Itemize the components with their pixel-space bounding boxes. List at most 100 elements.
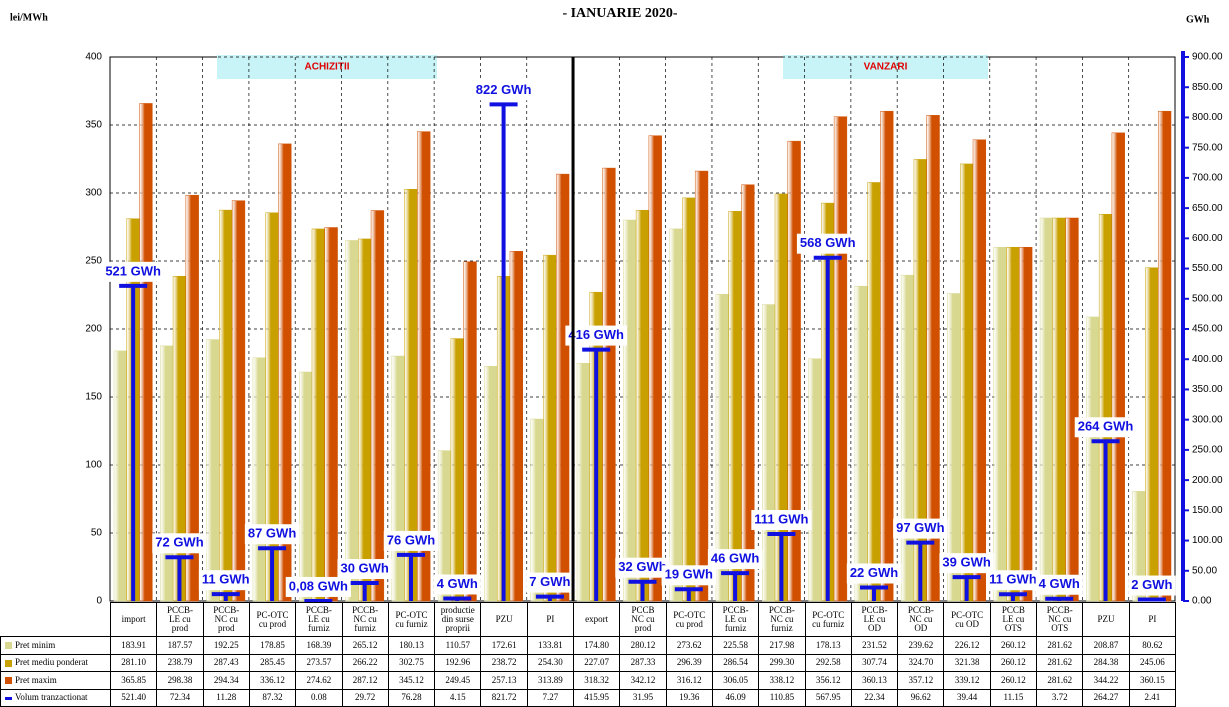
x-tick-label: PCCB LE cu OTS (989, 602, 1038, 637)
table-value: 249.45 (434, 671, 482, 690)
volume-label-bg (433, 574, 481, 595)
table-value: 260.12 (989, 671, 1038, 690)
bar (298, 371, 313, 602)
bar (370, 210, 385, 602)
table-value: 183.91 (110, 636, 158, 655)
table-value: 168.39 (295, 636, 343, 655)
table-value: 321.38 (943, 653, 991, 672)
bar (867, 182, 881, 602)
annotation-box (783, 55, 988, 79)
table-value: 4.15 (434, 688, 482, 707)
bar (450, 338, 464, 602)
bar (602, 167, 616, 602)
legend-entry: Pret mediu ponderat (0, 653, 111, 672)
bar (1039, 217, 1054, 602)
table-value: 257.13 (480, 671, 528, 690)
volume-label-bg (1128, 575, 1176, 596)
volume-marker (952, 575, 981, 601)
bar (1019, 246, 1033, 602)
y2-tick-label: 850.00 (1192, 82, 1223, 93)
volume-marker (350, 581, 379, 601)
volume-marker (1137, 597, 1166, 602)
volume-label: 521 GWh (105, 263, 161, 278)
volume-label: 11 GWh (989, 572, 1037, 587)
bar (509, 251, 523, 602)
volume-label-bg (383, 530, 439, 551)
volume-marker (119, 283, 148, 601)
volume-label: 32 GWh (618, 559, 666, 574)
volume-label: 72 GWh (155, 535, 203, 550)
y-tick-label: 200 (85, 324, 102, 335)
bar (1111, 132, 1125, 602)
volume-marker (582, 347, 611, 601)
volume-label-bg (1074, 417, 1137, 438)
table-value: 226.12 (943, 636, 991, 655)
table-value: 286.54 (711, 653, 760, 672)
table-value: 80.62 (1128, 636, 1176, 655)
x-tick-label: PCCB- LE cu OD (850, 602, 899, 637)
table-value: 245.06 (1128, 653, 1176, 672)
volume-marker (813, 255, 842, 601)
bar (160, 345, 174, 602)
table-value: 260.12 (989, 636, 1038, 655)
table-value: 172.61 (480, 636, 528, 655)
y-tick-label: 150 (85, 392, 102, 403)
volume-label-bg (244, 524, 300, 545)
bar (741, 184, 755, 602)
volume-label-bg (661, 565, 717, 586)
bar (808, 358, 822, 602)
table-value: 29.72 (341, 688, 389, 707)
x-tick-label: PI (1128, 602, 1176, 637)
table-value: 316.12 (665, 671, 713, 690)
y-axis-label: lei/MWh (10, 12, 48, 23)
table-value: 287.33 (619, 653, 667, 672)
chart-title: - IANUARIE 2020- (562, 6, 677, 21)
volume-label-bg (102, 261, 164, 282)
volume-marker (443, 596, 472, 601)
volume-label: 416 GWh (568, 327, 624, 342)
volume-label: 4 GWh (1039, 576, 1080, 591)
table-value: 110.85 (758, 688, 806, 707)
table-value: 357.12 (897, 671, 945, 690)
table-value: 281.62 (1036, 636, 1084, 655)
table-value: 22.34 (850, 688, 899, 707)
bar (139, 103, 153, 602)
bar (854, 285, 868, 602)
table-value: 281.10 (110, 653, 158, 672)
bar (959, 163, 974, 602)
volume-label-bg (846, 563, 902, 584)
table-value: 365.85 (110, 671, 158, 690)
y2-tick-label: 500.00 (1192, 293, 1223, 304)
bar (1086, 316, 1100, 602)
volume-marker (628, 579, 657, 601)
legend-swatch (5, 642, 12, 649)
y2-tick-label: 400.00 (1192, 354, 1223, 365)
volume-marker (860, 585, 889, 601)
bar (345, 240, 359, 602)
bar (623, 219, 637, 602)
table-value: 178.13 (804, 636, 852, 655)
table-value: 260.12 (989, 653, 1038, 672)
volume-label: 568 GWh (800, 235, 856, 250)
volume-label: 76 GWh (387, 532, 435, 547)
x-tick-label: PCCB- LE cu furniz (295, 602, 343, 637)
table-value: 302.75 (387, 653, 436, 672)
table-value: 318.32 (573, 671, 621, 690)
table-value: 274.62 (295, 671, 343, 690)
table-value: 2.41 (1128, 688, 1176, 707)
volume-marker (211, 592, 240, 601)
bar (728, 211, 742, 602)
volume-label-bg (526, 572, 574, 593)
y2-tick-label: 800.00 (1192, 112, 1223, 123)
table-value: 281.62 (1036, 653, 1084, 672)
y2-tick-label: 750.00 (1192, 142, 1223, 153)
x-tick-label: PC-OTC cu OD (943, 602, 991, 637)
volume-label-bg (939, 553, 994, 574)
bar (484, 366, 498, 602)
volume-label-bg (893, 518, 948, 539)
volume-marker (165, 555, 194, 601)
volume-label: 2 GWh (1131, 577, 1172, 592)
table-value: 11.28 (202, 688, 250, 707)
bar (391, 355, 405, 602)
x-tick-label: PC-OTC cu furniz (804, 602, 852, 637)
